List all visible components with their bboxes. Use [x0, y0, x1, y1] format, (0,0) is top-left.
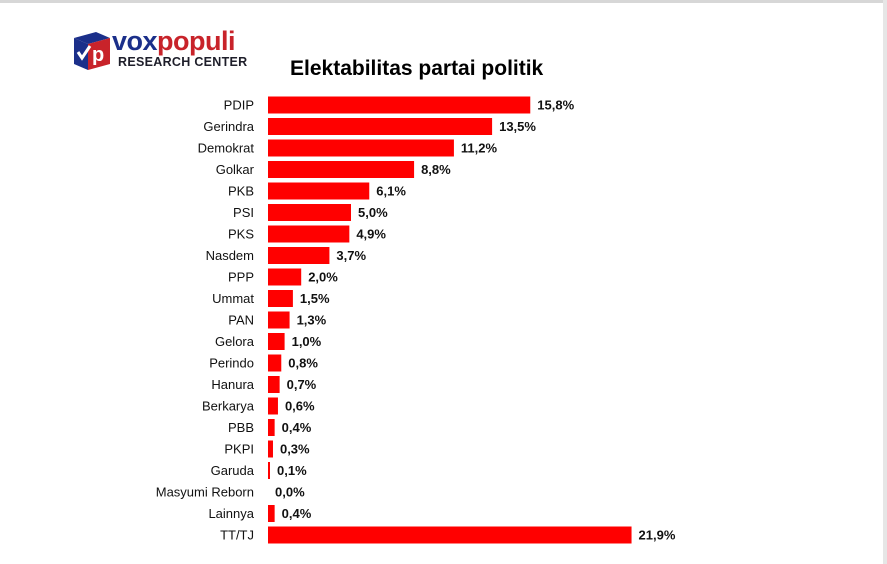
- category-label: Gelora: [215, 334, 255, 349]
- value-label: 0,1%: [277, 463, 307, 478]
- value-label: 2,0%: [308, 270, 338, 285]
- category-label: PDIP: [224, 98, 254, 113]
- category-label: Berkarya: [202, 399, 255, 414]
- chart-title: Elektabilitas partai politik: [290, 57, 544, 80]
- category-label: PKPI: [224, 442, 254, 457]
- logo-subtitle: RESEARCH CENTER: [118, 55, 248, 69]
- value-label: 0,4%: [282, 506, 312, 521]
- value-label: 8,8%: [421, 162, 451, 177]
- ballot-box-icon: p: [74, 32, 110, 70]
- category-label: Demokrat: [198, 141, 255, 156]
- value-label: 0,3%: [280, 442, 310, 457]
- logo-word-populi: populi: [157, 26, 236, 56]
- svg-text:p: p: [92, 44, 104, 66]
- bar: [268, 354, 282, 372]
- value-label: 0,4%: [282, 420, 312, 435]
- value-label: 0,6%: [285, 399, 315, 414]
- bar: [268, 118, 493, 135]
- bar: [268, 419, 275, 436]
- voxpopuli-logo: p voxpopuli RESEARCH CENTER: [70, 26, 270, 76]
- value-label: 15,8%: [537, 98, 574, 113]
- category-label: PKB: [228, 184, 254, 199]
- category-label: Ummat: [212, 291, 254, 306]
- frame-right-border: [883, 0, 887, 564]
- bar: [268, 161, 415, 178]
- category-label: Garuda: [211, 463, 255, 478]
- value-label: 4,9%: [356, 227, 386, 242]
- category-label: Lainnya: [208, 506, 254, 521]
- bar: [268, 182, 370, 200]
- bar: [268, 311, 290, 329]
- bar: [268, 268, 302, 286]
- category-label: PSI: [233, 205, 254, 220]
- bar: [268, 333, 285, 350]
- bar: [268, 526, 632, 544]
- logo-wordmark: voxpopuli: [112, 26, 236, 56]
- bar: [268, 225, 350, 243]
- value-label: 3,7%: [336, 248, 366, 263]
- category-label: Perindo: [209, 356, 254, 371]
- bar: [268, 204, 351, 221]
- value-label: 6,1%: [376, 184, 406, 199]
- bar: [268, 462, 270, 479]
- category-label: PBB: [228, 420, 254, 435]
- value-label: 1,5%: [300, 291, 330, 306]
- category-label: PAN: [228, 313, 254, 328]
- category-label: Nasdem: [206, 248, 254, 263]
- logo-word-vox: vox: [112, 26, 158, 56]
- category-label: TT/TJ: [220, 528, 254, 543]
- value-label: 0,8%: [288, 356, 318, 371]
- bar: [268, 290, 293, 307]
- bar: [268, 247, 330, 264]
- category-label: PPP: [228, 270, 254, 285]
- value-label: 0,7%: [287, 377, 317, 392]
- value-label: 0,0%: [275, 485, 305, 500]
- category-label: Masyumi Reborn: [156, 485, 254, 500]
- value-label: 13,5%: [499, 119, 536, 134]
- bar: [268, 440, 273, 458]
- value-label: 5,0%: [358, 205, 388, 220]
- category-label: PKS: [228, 227, 254, 242]
- frame-top-border: [0, 0, 887, 3]
- value-label: 1,3%: [297, 313, 327, 328]
- category-label: Hanura: [211, 377, 254, 392]
- value-label: 11,2%: [461, 141, 498, 156]
- value-label: 21,9%: [639, 528, 676, 543]
- bar: [268, 505, 275, 522]
- bar: [268, 376, 280, 393]
- bar: [268, 96, 531, 114]
- category-label: Golkar: [216, 162, 255, 177]
- category-label: Gerindra: [203, 119, 254, 134]
- bar: [268, 397, 278, 415]
- value-label: 1,0%: [292, 334, 322, 349]
- bar: [268, 139, 454, 157]
